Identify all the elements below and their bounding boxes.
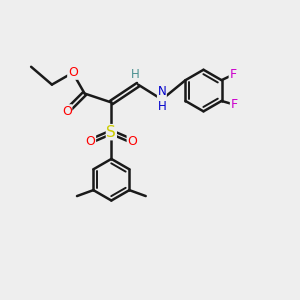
Text: F: F: [229, 68, 236, 81]
Text: H: H: [131, 68, 140, 81]
Text: O: O: [62, 105, 72, 118]
Text: F: F: [230, 98, 238, 111]
Text: O: O: [127, 135, 137, 148]
Text: O: O: [68, 66, 78, 79]
Text: O: O: [85, 135, 95, 148]
Text: S: S: [106, 125, 116, 140]
Text: N
H: N H: [158, 85, 166, 113]
